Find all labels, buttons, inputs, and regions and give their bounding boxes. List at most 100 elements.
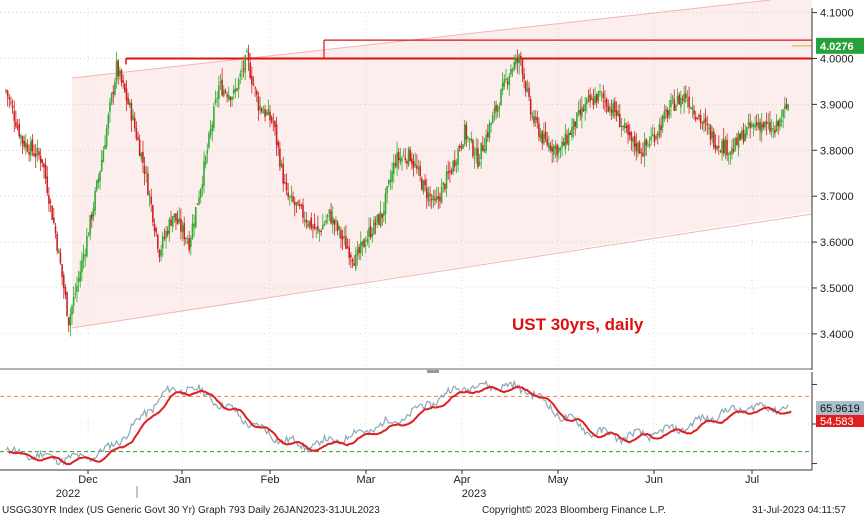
- candle-body: [331, 216, 334, 224]
- candle-body: [216, 97, 218, 99]
- candle-body: [404, 157, 407, 161]
- candle-body: [234, 88, 237, 93]
- candle-body: [264, 109, 266, 117]
- candle-body: [15, 121, 17, 127]
- candle-body: [485, 135, 487, 152]
- candle-body: [46, 176, 49, 194]
- candle-body: [411, 158, 413, 164]
- channel-upper-line: [71, 0, 771, 79]
- candle-body: [605, 99, 608, 107]
- candle-body: [746, 126, 748, 136]
- candle-body: [444, 184, 446, 190]
- candle-body: [475, 148, 478, 156]
- candle-body: [122, 80, 124, 83]
- candle-body: [223, 89, 225, 96]
- candle-body: [417, 167, 420, 170]
- candle-body: [229, 97, 232, 101]
- candle-body: [284, 181, 286, 183]
- candle-body: [638, 142, 641, 154]
- candle-body: [394, 163, 397, 166]
- last-price-label: 4.0276: [820, 41, 854, 53]
- candle-body: [94, 190, 96, 211]
- candle-body: [242, 68, 245, 70]
- candle-body: [29, 141, 32, 156]
- candle-body: [181, 225, 184, 233]
- candle-body: [133, 117, 136, 128]
- candle-body: [407, 147, 410, 166]
- candle-body: [465, 124, 468, 140]
- candle-body: [557, 147, 560, 153]
- candle-body: [275, 124, 278, 145]
- candle-body: [478, 161, 481, 166]
- candle-body: [81, 260, 83, 273]
- candle-body: [218, 85, 220, 100]
- candle-body: [678, 94, 680, 105]
- candle-body: [439, 196, 441, 202]
- candle-body: [434, 198, 436, 201]
- candle-body: [191, 223, 194, 239]
- candle-body: [64, 287, 67, 295]
- candle-body: [536, 117, 539, 123]
- candle-body: [422, 180, 425, 193]
- candle-body: [553, 145, 555, 155]
- candle-body: [381, 213, 383, 218]
- candle-body: [310, 217, 313, 229]
- candle-body: [455, 162, 458, 165]
- candle-body: [764, 121, 766, 128]
- candle-body: [282, 164, 284, 184]
- candle-body: [38, 151, 40, 156]
- month-label: May: [548, 474, 569, 486]
- candle-body: [355, 254, 357, 269]
- candle-body: [297, 201, 299, 206]
- candle-body: [520, 55, 522, 59]
- price-tick-label: 3.7000: [820, 191, 854, 203]
- candle-body: [175, 213, 177, 221]
- candle-body: [711, 131, 713, 139]
- candle-body: [371, 233, 374, 237]
- candle-body: [699, 115, 702, 123]
- candle-body: [204, 156, 207, 165]
- candle-body: [335, 220, 337, 223]
- candle-body: [701, 122, 704, 124]
- candle-body: [762, 122, 765, 128]
- candle-body: [348, 247, 350, 258]
- candle-body: [666, 110, 669, 118]
- candle-body: [104, 145, 106, 150]
- candle-body: [359, 242, 362, 254]
- candle-body: [110, 93, 113, 103]
- candle-body: [318, 229, 321, 232]
- candle-body: [541, 131, 544, 144]
- candle-body: [72, 296, 75, 306]
- candle-body: [703, 119, 705, 124]
- candle-body: [587, 95, 590, 97]
- candle-body: [383, 211, 385, 216]
- candle-body: [693, 110, 695, 115]
- price-tick-label: 3.5000: [820, 283, 854, 295]
- candle-body: [87, 235, 90, 237]
- candle-body: [546, 138, 548, 145]
- candle-body: [158, 249, 161, 258]
- month-label: Jun: [645, 474, 663, 486]
- candle-body: [604, 100, 606, 102]
- candle-body: [97, 178, 100, 183]
- candle-body: [95, 180, 98, 191]
- candle-body: [427, 192, 430, 202]
- candle-body: [231, 96, 233, 100]
- candle-body: [356, 249, 359, 256]
- candle-body: [482, 145, 484, 151]
- candle-body: [285, 182, 288, 191]
- candle-body: [363, 239, 365, 248]
- candle-body: [89, 215, 91, 236]
- candle-body: [749, 122, 751, 128]
- candle-body: [336, 222, 339, 231]
- candle-body: [623, 122, 626, 129]
- candle-body: [115, 60, 118, 81]
- candle-body: [714, 144, 717, 150]
- candle-body: [312, 226, 314, 228]
- candle-body: [257, 96, 260, 111]
- candle-body: [254, 87, 256, 89]
- year-label: 2022: [56, 488, 80, 500]
- candle-body: [739, 134, 742, 141]
- candle-body: [437, 195, 440, 199]
- candle-body: [495, 105, 497, 112]
